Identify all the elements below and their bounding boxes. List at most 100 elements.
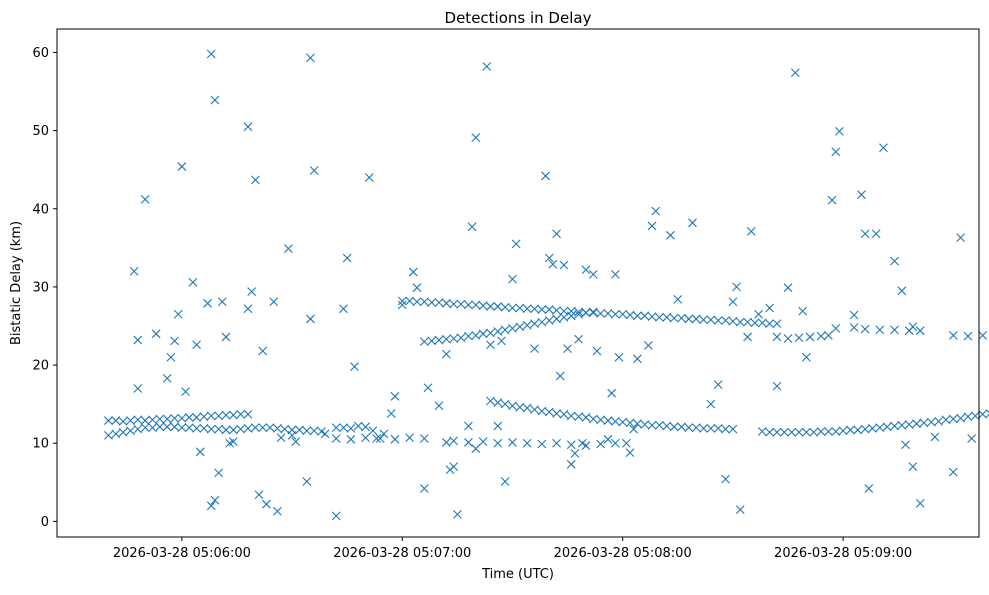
data-point xyxy=(111,429,121,439)
data-point xyxy=(522,438,532,448)
data-point xyxy=(148,423,157,432)
data-point xyxy=(522,304,532,314)
x-tick-label: 2026-03-28 05:06:00 xyxy=(113,546,251,561)
data-point xyxy=(669,422,679,432)
data-point xyxy=(596,439,606,449)
data-point xyxy=(632,419,642,429)
data-point xyxy=(184,413,194,422)
data-point xyxy=(544,316,554,325)
data-point xyxy=(860,424,870,434)
data-point xyxy=(497,336,506,346)
data-point xyxy=(912,419,921,429)
data-point xyxy=(743,332,752,342)
data-point xyxy=(706,315,716,325)
data-point xyxy=(831,427,841,436)
data-point xyxy=(181,387,190,397)
data-point xyxy=(129,266,139,276)
data-point xyxy=(214,411,224,421)
data-point xyxy=(434,335,444,345)
data-point xyxy=(552,305,561,315)
data-point xyxy=(228,410,238,420)
data-point xyxy=(339,423,348,432)
data-point xyxy=(746,227,756,236)
data-point xyxy=(515,402,525,412)
data-point xyxy=(140,194,150,204)
series-track-b-early xyxy=(104,421,378,440)
data-point xyxy=(934,416,943,426)
data-point xyxy=(214,424,224,434)
data-point xyxy=(574,307,583,317)
data-point xyxy=(625,448,635,457)
data-point xyxy=(243,304,253,314)
data-point xyxy=(875,325,885,335)
data-point xyxy=(890,256,899,266)
data-point xyxy=(162,373,172,383)
data-point xyxy=(471,444,481,454)
data-point xyxy=(508,274,517,284)
data-point xyxy=(647,420,657,430)
data-point xyxy=(236,424,246,434)
data-point xyxy=(449,299,459,309)
data-point xyxy=(632,311,642,321)
data-point xyxy=(434,298,444,307)
y-tick-label: 20 xyxy=(32,359,49,374)
y-tick-label: 0 xyxy=(41,515,49,530)
data-point xyxy=(640,311,650,321)
data-point xyxy=(295,425,304,435)
data-point xyxy=(610,438,620,448)
data-point xyxy=(155,414,165,424)
data-point xyxy=(684,314,694,324)
data-point xyxy=(419,434,429,443)
data-point xyxy=(978,409,988,419)
data-point xyxy=(688,218,697,228)
data-point xyxy=(559,260,569,270)
data-point xyxy=(735,505,745,515)
data-point xyxy=(133,415,143,425)
data-point xyxy=(364,173,374,182)
data-point xyxy=(699,423,708,433)
data-point xyxy=(390,434,400,444)
data-point xyxy=(816,331,826,341)
data-point xyxy=(309,426,319,436)
data-point xyxy=(757,427,767,436)
series-track-a-early xyxy=(104,409,253,426)
data-point xyxy=(647,221,657,231)
data-point xyxy=(449,334,459,343)
data-point xyxy=(493,327,503,336)
data-point xyxy=(941,415,951,425)
data-point xyxy=(482,62,492,71)
data-point xyxy=(331,434,341,443)
data-point xyxy=(500,399,510,409)
data-point xyxy=(250,423,260,432)
x-tick-label: 2026-03-28 05:08:00 xyxy=(554,546,692,561)
data-point xyxy=(588,307,598,317)
data-point xyxy=(713,423,723,433)
data-point xyxy=(530,405,539,414)
data-point xyxy=(530,304,539,314)
data-point xyxy=(306,53,315,63)
data-point xyxy=(559,409,569,419)
data-point xyxy=(508,438,517,447)
data-point xyxy=(846,425,855,435)
data-point xyxy=(926,417,936,427)
y-axis: 0 10 20 30 40 50 60 xyxy=(32,46,57,530)
data-point xyxy=(890,421,899,431)
data-point xyxy=(515,303,525,313)
data-point xyxy=(735,317,745,327)
data-point xyxy=(743,317,752,327)
data-point xyxy=(868,423,877,433)
data-point xyxy=(963,412,973,422)
data-point xyxy=(522,403,532,413)
data-point xyxy=(849,323,859,332)
data-point xyxy=(827,195,837,205)
x-axis-label: Time (UTC) xyxy=(481,567,554,582)
data-point xyxy=(684,423,694,432)
chart-title: Detections in Delay xyxy=(445,9,592,27)
data-point xyxy=(243,122,253,132)
data-point xyxy=(897,286,907,296)
plot-frame xyxy=(56,28,980,538)
data-point xyxy=(831,323,841,333)
data-point xyxy=(566,411,576,421)
data-point xyxy=(871,229,881,239)
data-point xyxy=(140,423,150,432)
